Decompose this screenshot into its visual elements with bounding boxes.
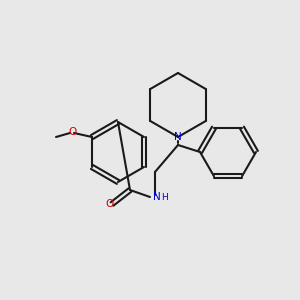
Text: H: H xyxy=(160,193,167,202)
Text: N: N xyxy=(174,132,182,142)
Text: O: O xyxy=(68,127,76,137)
Text: O: O xyxy=(105,199,113,209)
Text: N: N xyxy=(153,192,161,202)
